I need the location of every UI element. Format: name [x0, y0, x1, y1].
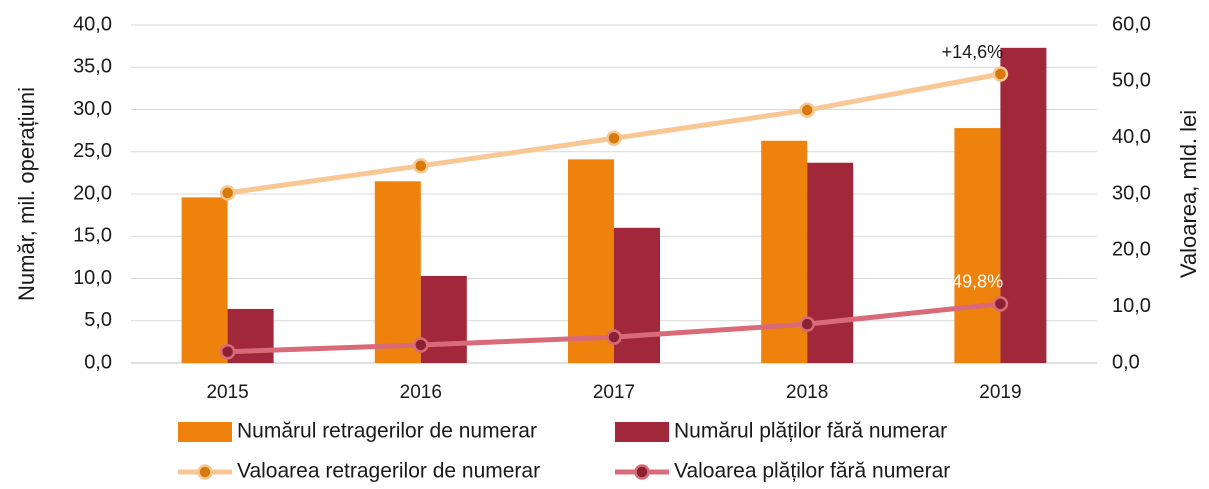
y-tick-label: 35,0: [73, 56, 112, 78]
point: [799, 102, 815, 118]
y2-tick-label: 60,0: [1112, 13, 1151, 35]
legend-swatch: [615, 422, 669, 442]
legend-label: Numărul retragerilor de numerar: [237, 420, 537, 443]
point: [992, 66, 1009, 82]
point: [606, 130, 622, 146]
y2-tick-label: 50,0: [1112, 70, 1151, 92]
point: [413, 158, 429, 174]
y2-tick-label: 20,0: [1112, 239, 1151, 261]
y-tick-label: 15,0: [73, 225, 112, 247]
y-tick-label: 25,0: [73, 140, 112, 162]
x-tick-label: 2018: [786, 382, 828, 403]
bar: [954, 128, 1001, 363]
y-tick-label: 20,0: [73, 182, 112, 204]
point: [799, 316, 815, 332]
y-tick-label: 40,0: [73, 13, 112, 35]
x-tick-label: 2019: [979, 382, 1021, 403]
y2-tick-label: 30,0: [1112, 182, 1151, 204]
point: [219, 343, 236, 360]
legend-swatch: [178, 422, 232, 442]
bar: [807, 162, 854, 363]
bar: [614, 227, 660, 363]
legend-label: Numărul plăților fără numerar: [674, 420, 947, 443]
annotation: +14,6%: [942, 42, 1004, 62]
point: [219, 185, 236, 201]
legend-label: Valoarea plăților fără numerar: [674, 460, 950, 483]
x-tick-label: 2015: [206, 382, 248, 403]
y-tick-label: 5,0: [84, 309, 112, 331]
y2-tick-label: 0,0: [1112, 351, 1140, 373]
y2-axis-label: Valoarea, mld. lei: [1176, 110, 1201, 278]
bar: [227, 308, 274, 363]
annotation: +49,8%: [942, 272, 1004, 292]
y-tick-label: 10,0: [73, 267, 112, 289]
y2-tick-label: 10,0: [1112, 295, 1151, 317]
legend-marker: [634, 464, 650, 480]
y-tick-label: 30,0: [73, 98, 112, 120]
bar: [1000, 47, 1047, 363]
point: [606, 329, 622, 345]
y-tick-label: 0,0: [84, 351, 112, 373]
x-tick-label: 2017: [593, 382, 635, 403]
y-axis-label: Număr, mil. operațiuni: [14, 87, 39, 301]
bar: [374, 181, 421, 363]
bar: [181, 197, 228, 363]
bar: [420, 275, 467, 363]
point: [992, 296, 1009, 312]
bar: [761, 140, 808, 363]
point: [413, 337, 429, 353]
legend-label: Valoarea retragerilor de numerar: [237, 460, 540, 483]
x-tick-label: 2016: [400, 382, 442, 403]
bar: [568, 159, 614, 363]
y2-tick-label: 40,0: [1112, 126, 1151, 148]
legend-marker: [197, 464, 213, 480]
